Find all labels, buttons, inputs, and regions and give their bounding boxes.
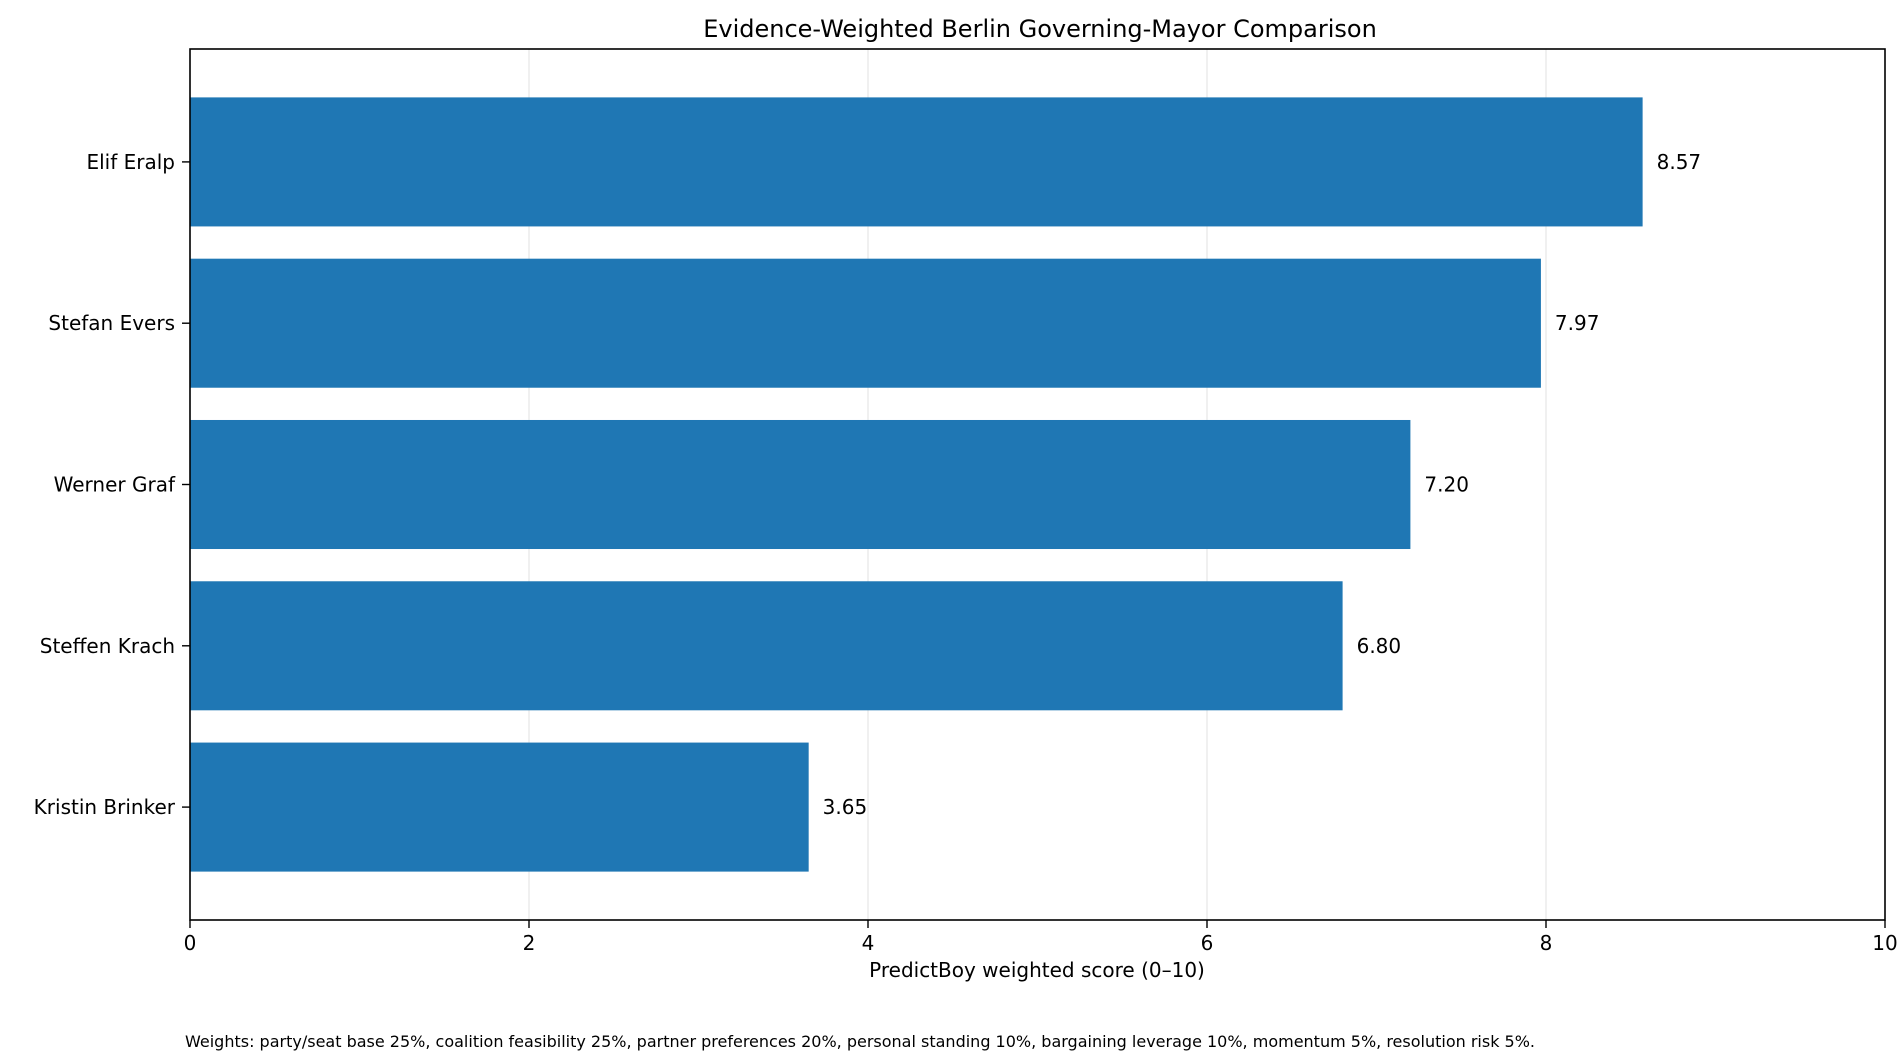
x-tick-label-3: 6 — [1201, 931, 1214, 955]
y-tick-label-0: Elif Eralp — [86, 150, 175, 174]
y-tick-label-1: Stefan Evers — [48, 311, 175, 335]
y-tick-label-2: Werner Graf — [54, 473, 176, 497]
bar-0 — [190, 97, 1643, 227]
value-label-4: 3.65 — [823, 795, 868, 819]
x-tick-label-1: 2 — [523, 931, 536, 955]
x-tick-label-5: 10 — [1872, 931, 1897, 955]
weights-footnote: Weights: party/seat base 25%, coalition … — [185, 1032, 1536, 1051]
x-tick-label-2: 4 — [862, 931, 875, 955]
value-labels: 8.57 7.97 7.20 6.80 3.65 — [823, 150, 1701, 819]
x-tick-label-4: 8 — [1540, 931, 1553, 955]
bars — [190, 97, 1643, 872]
bar-3 — [190, 581, 1343, 711]
value-label-1: 7.97 — [1555, 311, 1600, 335]
y-tick-label-3: Steffen Krach — [40, 634, 175, 658]
x-axis-label: PredictBoy weighted score (0–10) — [869, 958, 1205, 982]
y-axis: Elif Eralp Stefan Evers Werner Graf Steffen… — [34, 150, 190, 819]
value-label-0: 8.57 — [1657, 150, 1702, 174]
x-tick-label-0: 0 — [184, 931, 197, 955]
bar-1 — [190, 258, 1541, 388]
bar-2 — [190, 419, 1411, 550]
bar-4 — [190, 742, 809, 872]
value-label-2: 7.20 — [1424, 473, 1469, 497]
chart-title: Evidence-Weighted Berlin Governing-Mayor… — [703, 15, 1377, 43]
y-tick-label-4: Kristin Brinker — [34, 795, 176, 819]
value-label-3: 6.80 — [1357, 634, 1402, 658]
x-axis: 0 2 4 6 8 10 — [184, 920, 1898, 955]
